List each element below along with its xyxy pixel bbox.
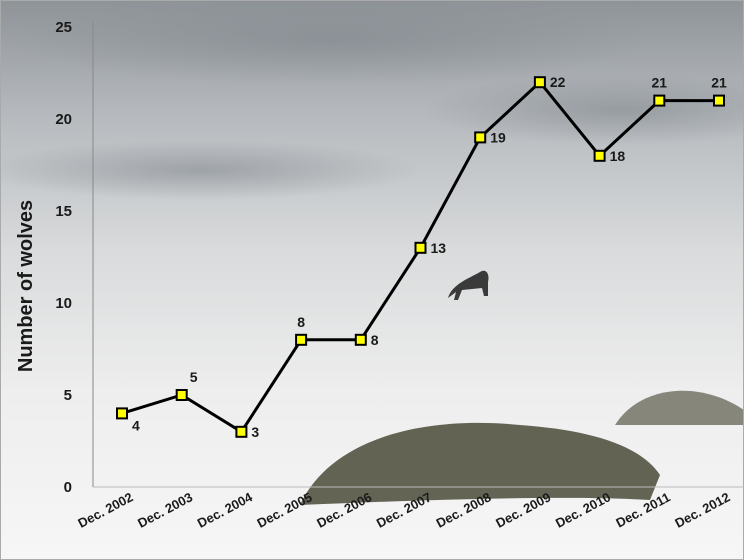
chart: Number of wolves 0510152025Dec. 2002Dec.… [0, 0, 744, 560]
marker [117, 408, 127, 418]
data-label: 5 [190, 369, 198, 385]
y-tick-label: 10 [55, 295, 72, 312]
y-axis-title: Number of wolves [15, 200, 37, 372]
data-label: 18 [610, 148, 626, 164]
marker [177, 390, 187, 400]
marker [356, 335, 366, 345]
data-label: 19 [490, 129, 506, 145]
y-tick-label: 25 [55, 19, 72, 36]
marker [595, 151, 605, 161]
marker [416, 243, 426, 253]
marker [296, 335, 306, 345]
y-tick-label: 5 [64, 387, 72, 404]
marker [535, 77, 545, 87]
data-label: 8 [297, 314, 305, 330]
data-label: 21 [652, 75, 668, 91]
cloud [0, 140, 420, 200]
data-label: 8 [371, 332, 379, 348]
y-tick-label: 15 [55, 203, 72, 220]
marker [236, 427, 246, 437]
marker [475, 132, 485, 142]
y-tick-label: 0 [64, 479, 72, 496]
data-label: 21 [711, 75, 727, 91]
data-label: 3 [251, 424, 259, 440]
data-label: 4 [132, 417, 140, 433]
data-label: 22 [550, 74, 566, 90]
marker [714, 96, 724, 106]
marker [654, 96, 664, 106]
y-tick-label: 20 [55, 111, 72, 128]
data-label: 13 [431, 240, 447, 256]
